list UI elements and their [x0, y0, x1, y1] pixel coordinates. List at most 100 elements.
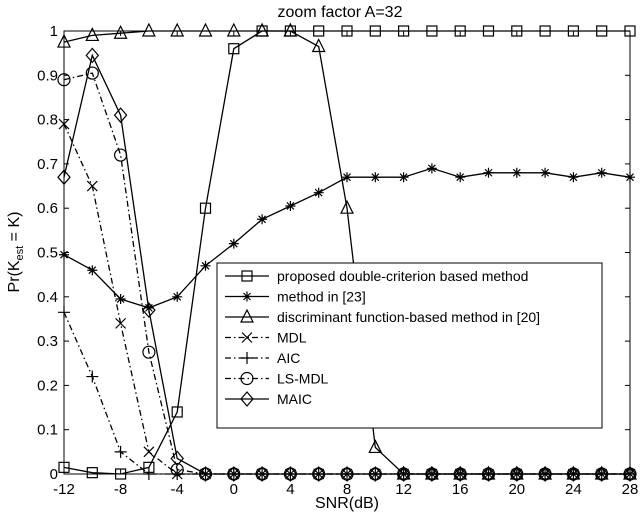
legend-marker-diamond [240, 391, 254, 407]
data-point-asterisk [59, 249, 69, 260]
data-point-asterisk [200, 260, 211, 271]
legend-label: proposed double-criterion based method [277, 268, 528, 284]
legend-marker-square [241, 270, 253, 282]
legend-box [216, 262, 603, 429]
x-axis-label: SNR(dB) [315, 495, 379, 512]
data-point-circle [170, 462, 184, 477]
data-point-triangle [113, 24, 128, 39]
y-axis-label-sub: est [14, 246, 26, 261]
legend-label: LS-MDL [277, 371, 329, 387]
data-point-triangle [340, 199, 354, 214]
x-tick-label: 16 [452, 481, 469, 498]
data-point-square [426, 25, 438, 37]
ticks-layer: -12 -8 -4 0 4 8 12 16 20 24 28 0 0.1 0.2 0.3 0.4 0.5 0.6 0… [37, 23, 638, 498]
x-tick-label: 24 [565, 481, 582, 498]
data-point-diamond [396, 466, 411, 482]
y-axis-label-prefix: Pr(K [6, 260, 23, 292]
data-point-plus [142, 468, 155, 480]
data-point-diamond [340, 466, 354, 482]
data-point-square [86, 467, 98, 479]
y-tick-label: 0.4 [37, 289, 58, 306]
data-point-x [143, 446, 155, 458]
y-tick-label: 0.1 [37, 422, 58, 439]
legend-label: discriminant function-based method in [2… [277, 309, 540, 325]
data-point-asterisk [228, 238, 239, 249]
x-tick-label: 8 [343, 481, 351, 498]
x-tick-label: 28 [622, 481, 639, 498]
x-tick-label: -8 [114, 481, 127, 498]
y-axis-label: Pr(Kest = K) [6, 212, 26, 293]
y-tick-label: 0.6 [37, 200, 58, 217]
data-point-asterisk [342, 172, 352, 183]
data-point-diamond [85, 47, 100, 64]
data-point-plus [114, 445, 127, 458]
data-point-diamond [481, 466, 496, 482]
data-point-triangle [311, 38, 326, 53]
data-point-diamond [227, 466, 241, 482]
data-point-diamond [425, 466, 439, 482]
data-point-asterisk [625, 172, 635, 183]
x-tick-label: 0 [230, 481, 238, 498]
y-tick-label: 0.3 [37, 333, 58, 350]
data-point-diamond [142, 302, 156, 319]
data-point-asterisk [87, 265, 98, 276]
data-point-diamond [311, 466, 326, 482]
data-point-diamond [170, 450, 184, 467]
data-point-plus [86, 370, 99, 383]
legend-label: AIC [277, 350, 300, 366]
data-point-asterisk [115, 294, 126, 305]
data-point-diamond [57, 169, 71, 186]
legend-label: MDL [277, 330, 307, 346]
legend-marker-x [241, 332, 253, 343]
y-tick-label: 0.2 [37, 377, 58, 394]
data-point-square [596, 25, 608, 37]
data-point-asterisk [285, 200, 296, 211]
data-point-diamond [113, 107, 128, 124]
data-point-diamond [594, 466, 609, 482]
data-point-asterisk [568, 172, 579, 183]
data-point-asterisk [313, 187, 324, 198]
y-axis-label-suffix: = K) [6, 212, 23, 246]
data-point-diamond [566, 466, 581, 482]
data-point-plus [58, 306, 70, 319]
data-point-square [228, 43, 240, 55]
data-point-diamond [453, 466, 467, 482]
data-point-triangle [85, 27, 100, 42]
data-point-triangle [198, 22, 213, 37]
data-point-asterisk [257, 214, 268, 225]
legend-marker-plus [241, 352, 253, 364]
data-point-asterisk [511, 167, 522, 178]
legend-marker-asterisk [242, 291, 252, 302]
data-point-diamond [510, 466, 524, 482]
y-tick-label: 0.7 [37, 156, 58, 173]
data-point-asterisk [370, 172, 381, 183]
data-point-diamond [283, 466, 298, 482]
data-point-triangle [368, 439, 383, 454]
data-point-square [482, 25, 495, 37]
y-tick-label: 0.9 [37, 67, 58, 84]
data-point-x [58, 118, 70, 130]
data-point-diamond [198, 466, 213, 482]
data-point-circle [57, 73, 71, 87]
y-tick-label: 1 [50, 23, 58, 40]
x-tick-label: -4 [171, 481, 184, 498]
data-point-square [369, 25, 381, 37]
legend-label: method in [23] [277, 289, 366, 305]
data-point-square [199, 202, 212, 214]
y-tick-label: 0 [50, 466, 58, 483]
x-tick-label: 12 [395, 481, 412, 498]
data-point-asterisk [172, 291, 183, 302]
data-point-x [86, 180, 98, 192]
legend-marker-circle [240, 371, 254, 386]
data-point-circle [142, 345, 156, 359]
y-tick-label: 0.5 [37, 245, 58, 262]
data-point-asterisk [596, 167, 607, 178]
data-point-triangle [141, 22, 156, 37]
data-point-triangle [255, 22, 270, 37]
series-line-circle [63, 72, 630, 475]
data-point-diamond [623, 466, 637, 482]
chart-title: zoom factor A=32 [278, 4, 403, 21]
x-tick-label: 20 [508, 481, 525, 498]
data-point-diamond [538, 466, 552, 482]
